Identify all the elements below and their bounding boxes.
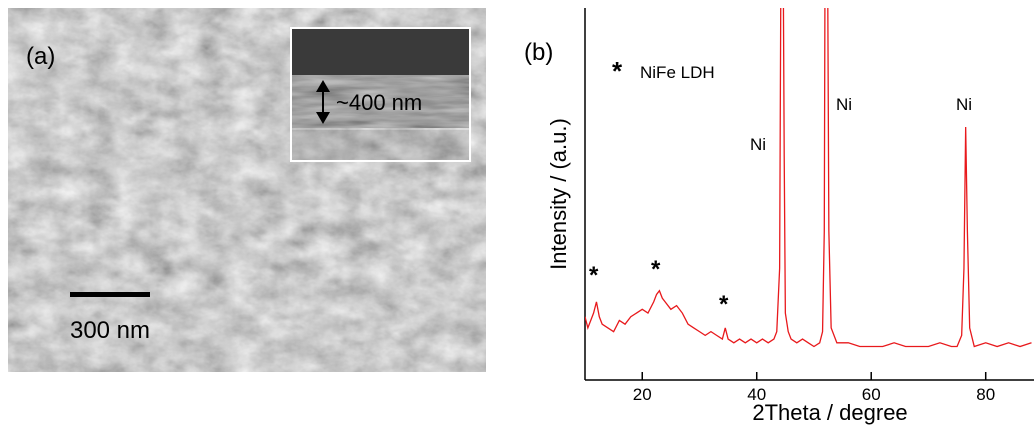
scale-bar bbox=[70, 292, 150, 297]
plot-area bbox=[585, 8, 1032, 348]
data-line bbox=[585, 8, 1032, 348]
x-tick-label: 40 bbox=[747, 385, 766, 404]
annotation: Ni bbox=[836, 95, 852, 114]
x-tick-label: 20 bbox=[633, 385, 652, 404]
annotation: NiFe LDH bbox=[640, 63, 715, 82]
panel-label: (b) bbox=[524, 39, 553, 66]
sem-image: 300 nm (a) ~400 nm bbox=[8, 8, 486, 372]
panel-label: (a) bbox=[26, 43, 55, 70]
y-axis-title: Intensity / (a.u.) bbox=[546, 118, 571, 270]
annotation: Ni bbox=[750, 135, 766, 154]
annotation: * bbox=[589, 262, 599, 289]
x-tick-label: 80 bbox=[976, 385, 995, 404]
annotation: * bbox=[719, 291, 729, 318]
annotation: Ni bbox=[956, 95, 972, 114]
annotation: * bbox=[612, 56, 623, 86]
x-axis-title: 2Theta / degree bbox=[752, 400, 907, 425]
inset: ~400 nm bbox=[290, 27, 471, 162]
annotation: * bbox=[651, 256, 661, 283]
inset-label: ~400 nm bbox=[336, 90, 422, 115]
x-tick-label: 60 bbox=[862, 385, 881, 404]
scale-bar-label: 300 nm bbox=[70, 317, 150, 344]
